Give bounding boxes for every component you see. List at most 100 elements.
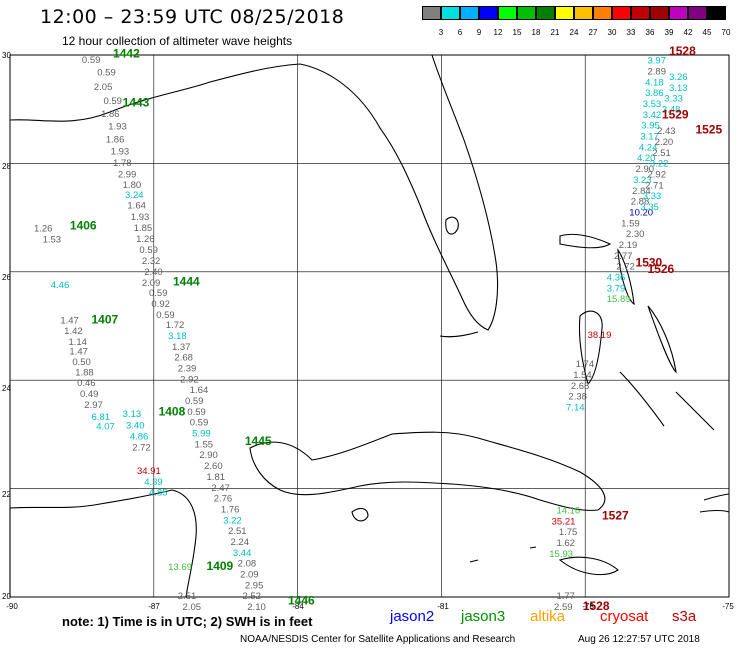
wave-height-value: 0.59 [139,245,158,256]
pass-number-label: 1407 [91,312,118,326]
legend-s3a: s3a [672,608,697,625]
wave-height-value: 2.19 [619,240,638,251]
wave-height-value: 1.76 [221,504,240,515]
pass-number-label: 1527 [602,508,629,522]
wave-height-value: 0.59 [156,310,175,321]
pass-number-label: 1408 [159,404,186,418]
lake-okeechobee-outline [445,216,459,235]
lat-label-28: 28 [2,162,11,171]
wave-height-value: 1.64 [127,200,146,211]
wave-height-value: 0.59 [149,288,168,299]
wave-height-value: 3.22 [223,515,242,526]
color-scale-label: 27 [588,28,598,37]
pass-number-label: 1528 [583,599,610,613]
wave-height-value: 4.46 [51,280,70,291]
wave-height-value: 2.20 [655,137,674,148]
wave-height-value: 2.51 [178,591,197,602]
color-scale-label: 30 [607,28,617,37]
pass-number-label: 1442 [113,47,140,61]
color-scale-label: 9 [476,28,482,37]
wave-height-value: 2.10 [247,602,266,613]
wave-height-value: 2.88 [631,197,650,208]
color-swatch-2 [460,6,479,20]
wave-height-value: 4.20 [637,153,656,164]
color-scale-label: 70 [721,28,731,37]
wave-height-value: 3.26 [669,72,688,83]
color-scale-label: 42 [683,28,693,37]
wave-height-value: 2.84 [632,186,651,197]
wave-height-value: 1.14 [68,337,87,348]
wave-height-value: 2.38 [568,392,587,403]
wave-height-value: 1.55 [195,439,214,450]
wave-height-value: 1.77 [556,591,575,602]
wave-height-value: 2.09 [240,569,259,580]
wave-height-value: 4.18 [645,77,664,88]
wave-height-value: 1.93 [108,121,127,132]
color-scale-label: 39 [664,28,674,37]
wave-height-value: 35.21 [552,516,576,527]
wave-height-value: 1.37 [172,342,191,353]
wave-height-value: 2.47 [211,483,230,494]
generation-timestamp: Aug 26 12:27:57 UTC 2018 [578,634,700,645]
wave-height-value: 1.75 [559,527,578,538]
color-scale-label: 24 [569,28,579,37]
pass-number-label: 1409 [207,559,234,573]
bahamas-eleuthera [647,305,677,374]
wave-height-value: 0.59 [97,68,116,79]
bahamas-abaco [617,247,635,306]
wave-height-value: 3.13 [669,83,688,94]
lon-label-90: -90 [6,602,18,611]
lon-label-75: -75 [722,602,734,611]
lon-label-84: -84 [292,602,304,611]
wave-height-value: 1.93 [131,212,150,223]
wave-height-value: 2.32 [142,256,161,267]
color-swatch-0 [422,6,441,20]
units-note: note: 1) Time is in UTC; 2) SWH is in fe… [62,614,313,629]
wave-height-value: 0.59 [190,418,209,429]
wave-height-value: 2.30 [626,229,645,240]
wave-height-value: 1.80 [123,180,142,191]
legend-cryosat: cryosat [600,608,649,625]
wave-height-value: 2.72 [132,443,151,454]
wave-height-value: 1.74 [576,359,595,370]
wave-height-value: 1.88 [75,367,94,378]
wave-height-value: 2.51 [652,148,671,159]
wave-height-value: 2.52 [242,591,261,602]
wave-height-value: 0.59 [187,407,206,418]
legend-jason3: jason3 [461,608,506,625]
bahamas-exuma [619,371,715,431]
wave-height-value: 0.59 [103,96,122,107]
wave-height-value: 1.26 [136,234,155,245]
wave-height-value: 2.97 [84,400,103,411]
color-scale-label: 36 [645,28,655,37]
color-swatch-13 [669,6,688,20]
wave-height-value: 15.93 [549,549,573,560]
wave-height-value: 4.36 [607,272,626,283]
gulf-coast-outline [9,54,499,331]
color-swatch-11 [631,6,650,20]
wave-height-value: 2.95 [245,580,264,591]
legend-jason2: jason2 [390,608,435,625]
map-frame [9,54,730,598]
wave-height-value: 1.42 [64,326,83,337]
wave-height-value: 2.40 [144,267,163,278]
wave-height-value: 3.17 [640,132,659,143]
wave-height-value: 2.43 [657,126,676,137]
wave-height-value: 2.08 [238,559,257,570]
pass-number-label: 1530 [636,255,663,269]
pass-number-label: 1525 [695,123,722,137]
pass-number-label: 1528 [669,44,696,58]
color-swatch-8 [574,6,593,20]
wave-height-value: 3.79 [607,283,626,294]
lon-label-87: -87 [148,602,160,611]
wave-height-value: 2.24 [230,537,249,548]
wave-height-value: 2.71 [645,180,664,191]
lat-label-22: 22 [2,490,11,499]
pass-number-label: 1443 [123,95,150,109]
wave-height-value: 3.48 [662,104,681,115]
wave-height-value: 2.76 [214,494,233,505]
color-scale-label: 12 [493,28,503,37]
wave-height-value: 3.44 [233,548,252,559]
wave-height-value: 3.35 [640,202,659,213]
wave-height-value: 3.40 [126,420,144,431]
